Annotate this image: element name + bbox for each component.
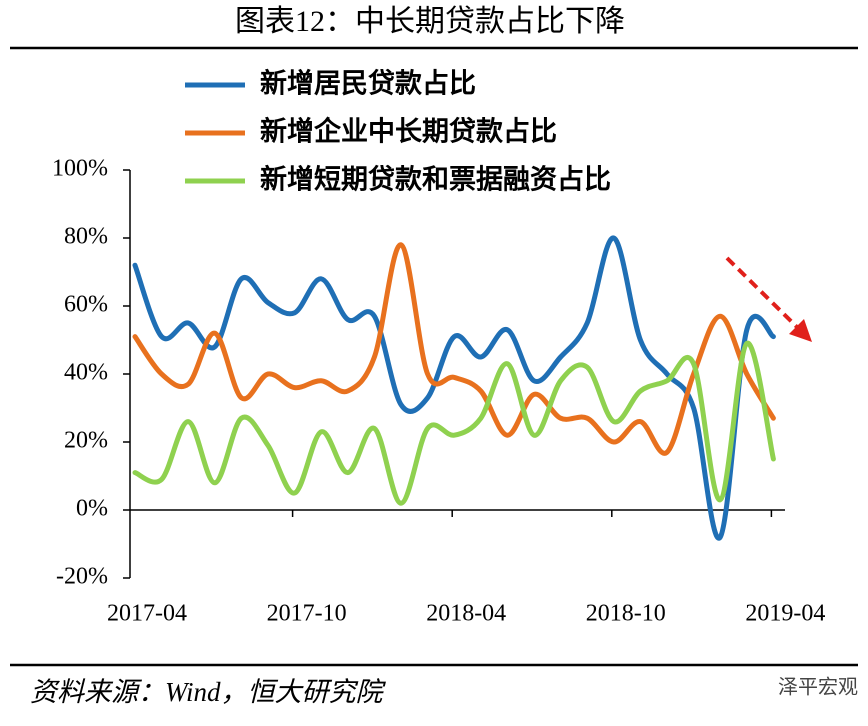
legend-label: 新增居民贷款占比 [260, 68, 476, 100]
x-tick-label: 2018-04 [426, 601, 506, 627]
series-line [132, 242, 776, 456]
y-tick-label: 80% [64, 224, 108, 250]
x-tick-label: 2017-10 [267, 601, 347, 627]
y-tick-label: 60% [64, 292, 108, 318]
series-line [132, 235, 776, 541]
x-tick-label: 2018-10 [586, 601, 666, 627]
legend-label: 新增短期贷款和票据融资占比 [260, 164, 611, 196]
y-tick-label: -20% [56, 564, 108, 590]
chart-title: 图表12：中长期贷款占比下降 [235, 5, 625, 38]
legend-label: 新增企业中长期贷款占比 [260, 116, 557, 148]
y-tick-label: 40% [64, 360, 108, 386]
watermark: 泽平宏观 [778, 675, 858, 699]
x-tick-label: 2019-04 [745, 601, 825, 627]
source: 资料来源：Wind，恒大研究院 [30, 677, 387, 707]
series-line [132, 340, 776, 506]
y-tick-label: 20% [64, 428, 108, 454]
trend-arrow [725, 256, 812, 342]
x-tick-label: 2017-04 [107, 601, 187, 627]
y-tick-label: 100% [52, 156, 108, 182]
y-tick-label: 0% [76, 496, 108, 522]
